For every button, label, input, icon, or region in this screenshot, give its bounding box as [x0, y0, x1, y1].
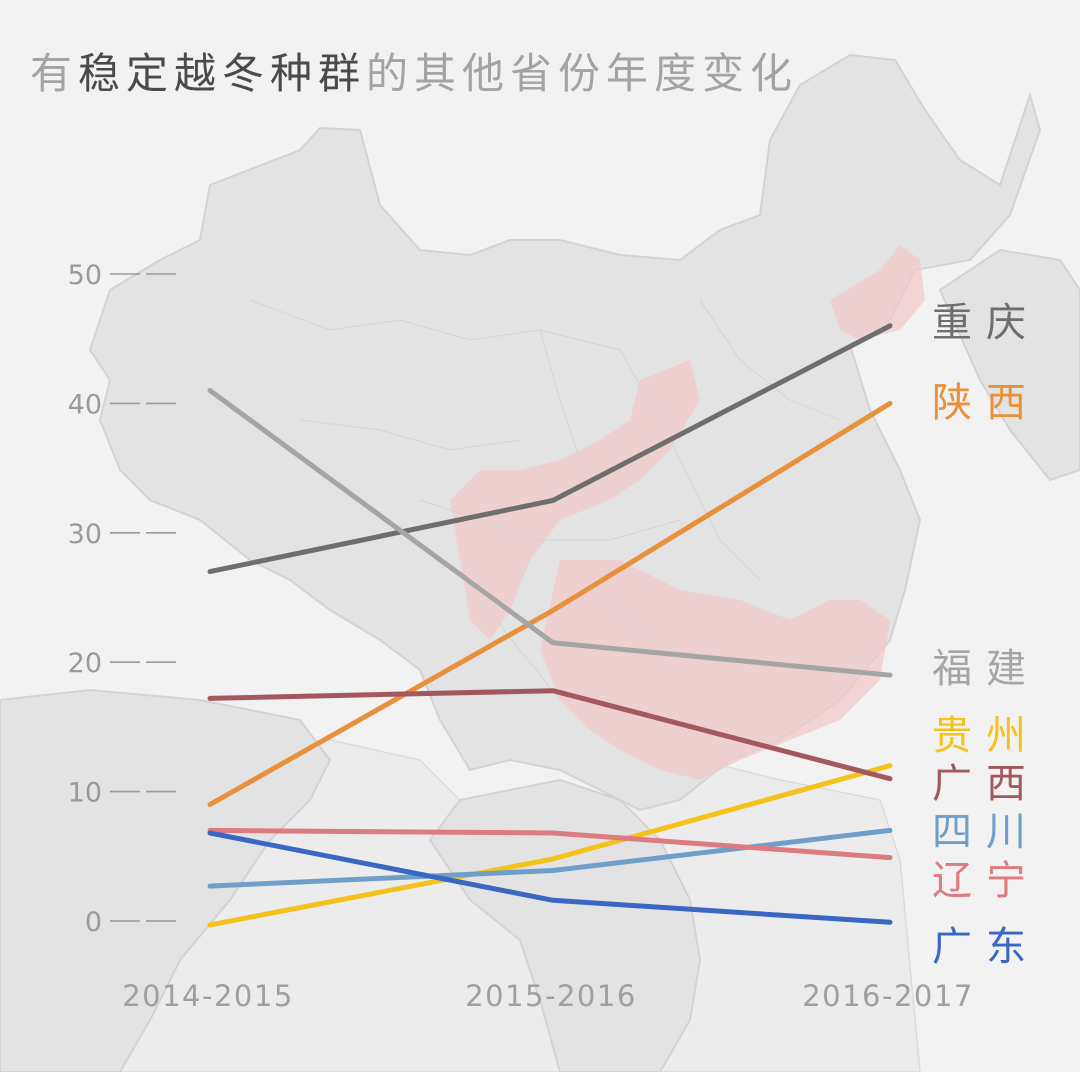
y-tick-label: 0: [85, 907, 102, 938]
series-line: [207, 763, 893, 928]
x-axis: 2014-2015 2015-2016 2016-2017: [122, 979, 974, 1013]
y-tick-label: 30: [68, 519, 102, 550]
y-tick-label: 40: [68, 389, 102, 420]
series-lines: [207, 323, 893, 928]
background-land-korea: [938, 248, 1080, 482]
x-tick-label: 2016-2017: [802, 979, 974, 1013]
series-line: [207, 388, 893, 678]
series-label: 四川: [932, 809, 1040, 855]
series-line: [207, 830, 893, 925]
series-label: 福建: [932, 646, 1040, 692]
series-label: 广东: [932, 924, 1040, 970]
y-tick-label: 20: [68, 648, 102, 679]
series-label: 辽宁: [932, 858, 1040, 904]
title-part-2: 稳定越冬种群: [78, 49, 366, 98]
chart-title: 有稳定越冬种群的其他省份年度变化: [30, 49, 798, 98]
y-tick-label: 50: [68, 260, 102, 291]
title-part-1: 有: [30, 49, 78, 98]
background-land-southeast-asia: [428, 778, 702, 1072]
series-label: 陕西: [932, 380, 1040, 426]
background-map: [0, 53, 1080, 1072]
title-part-3: 的其他省份年度变化: [366, 49, 798, 98]
y-axis: 0 10 20 30 40 50: [68, 260, 176, 938]
series-line: [207, 688, 893, 782]
series-label: 贵州: [932, 713, 1040, 759]
series-line: [207, 323, 893, 575]
highlighted-provinces-south: [540, 560, 890, 780]
series-label: 广西: [932, 761, 1040, 807]
x-tick-label: 2015-2016: [465, 979, 637, 1013]
highlighted-provinces-west: [450, 360, 700, 640]
province-borders: [249, 299, 841, 701]
highlighted-provinces-northeast: [830, 245, 925, 340]
series-line: [207, 827, 893, 889]
series-line: [207, 827, 893, 861]
series-line: [207, 400, 893, 807]
y-tick-label: 10: [68, 778, 102, 809]
series-label: 重庆: [932, 300, 1040, 346]
x-tick-label: 2014-2015: [122, 979, 294, 1013]
